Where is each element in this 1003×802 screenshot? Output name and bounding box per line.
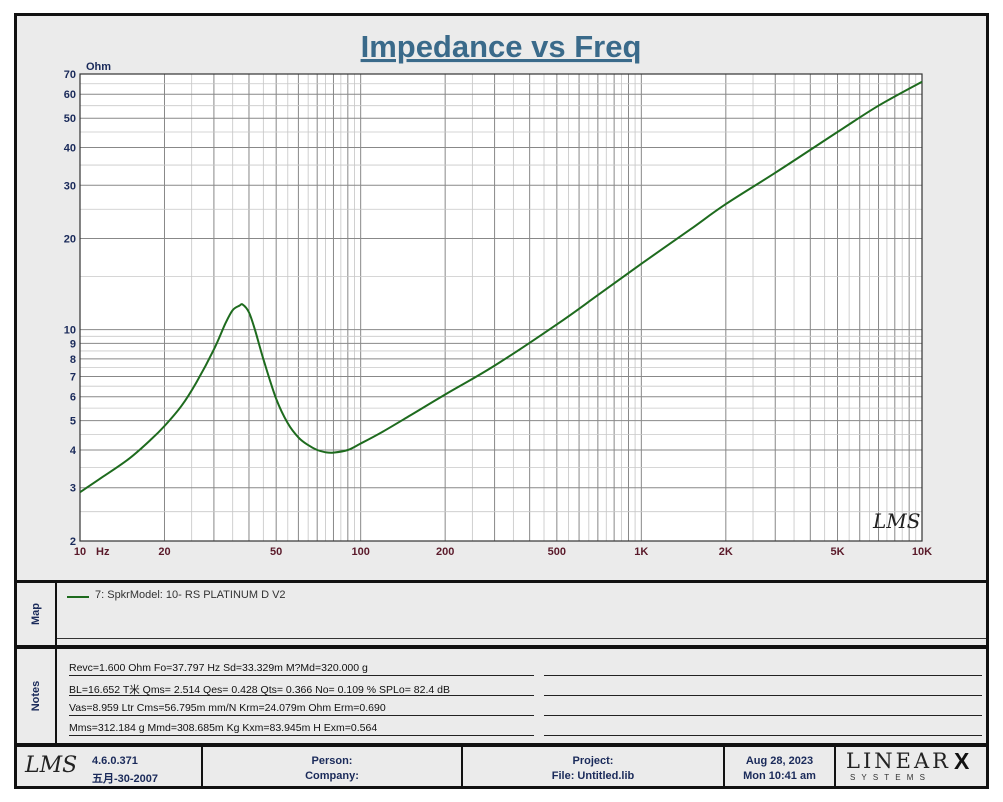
y-tick-label: 20 — [64, 234, 76, 246]
footer-project-cell: Project: File: Untitled.lib — [463, 747, 725, 786]
x-tick-label: 20 — [158, 546, 170, 558]
impedance-curve — [79, 80, 923, 494]
footer-bar: LMS 4.6.0.371 五月-30-2007 Person: Company… — [14, 744, 989, 789]
brand-x: X — [954, 748, 970, 774]
y-tick-label: 40 — [64, 143, 76, 155]
y-tick-label: 8 — [70, 354, 76, 366]
notes-panel: Notes Revc=1.600 Ohm Fo=37.797 Hz Sd=33.… — [14, 646, 989, 746]
y-tick-label: 30 — [64, 180, 76, 192]
project-label: Project: — [572, 755, 614, 767]
person-label: Person: — [311, 755, 353, 767]
note-rule — [544, 715, 982, 716]
lms-watermark: LMS — [872, 509, 920, 533]
y-tick-label: 10 — [64, 325, 76, 337]
linearx-logo: LINEAR X S Y S T E M S — [836, 747, 986, 786]
y-tick-label: 7 — [70, 371, 76, 383]
note-rule — [69, 675, 534, 676]
note-rule — [544, 735, 982, 736]
note-rule — [69, 695, 534, 696]
y-tick-label: 6 — [70, 392, 76, 404]
version-date: 五月-30-2007 — [92, 773, 159, 785]
y-tick-label: 2 — [70, 536, 76, 548]
legend-swatch — [67, 596, 89, 598]
company-label: Company: — [305, 770, 359, 782]
y-tick-label: 50 — [64, 113, 76, 125]
footer-date: Aug 28, 2023 — [745, 755, 814, 767]
x-tick-label: 10 — [74, 546, 86, 558]
plot-border — [79, 73, 923, 542]
x-tick-label: 100 — [351, 546, 369, 558]
x-tick-label: 2K — [719, 546, 733, 558]
map-panel: Map 7: SpkrModel: 10- RS PLATINUM D V2 — [14, 580, 989, 648]
brand-subtitle: S Y S T E M S — [850, 773, 927, 782]
note-rule — [69, 715, 534, 716]
x-tick-label: 200 — [436, 546, 454, 558]
x-tick-label: 50 — [270, 546, 282, 558]
y-tick-label: 70 — [64, 69, 76, 81]
footer-version-cell: LMS 4.6.0.371 五月-30-2007 — [17, 747, 203, 786]
file-label: File: Untitled.lib — [551, 770, 635, 782]
y-tick-label: 9 — [70, 338, 76, 350]
y-tick-label: 60 — [64, 89, 76, 101]
footer-time: Mon 10:41 am — [743, 770, 816, 782]
tick-labels: 10 20 50 100 200 500 1K 2K 5K 10K2345678910203040… — [64, 69, 932, 558]
y-tick-label: 4 — [70, 445, 77, 457]
impedance-chart: Impedance vs Freq Ohm 10 20 50 100 200 500 1K 2… — [64, 29, 932, 558]
note-line-2: BL=16.652 T米 Qms= 2.514 Qes= 0.428 Qts= … — [69, 684, 450, 696]
footer-date-cell: Aug 28, 2023 Mon 10:41 am — [725, 747, 836, 786]
x-tick-label: 5K — [830, 546, 844, 558]
x-tick-label: 500 — [548, 546, 566, 558]
note-rule — [544, 675, 982, 676]
brand-name: LINEAR — [846, 749, 951, 773]
x-axis-unit: Hz — [96, 546, 110, 558]
note-line-1: Revc=1.600 Ohm Fo=37.797 Hz Sd=33.329m M… — [69, 662, 368, 674]
x-tick-label: 1K — [634, 546, 648, 558]
footer-person-cell: Person: Company: — [203, 747, 463, 786]
chart-title: Impedance vs Freq — [361, 29, 642, 64]
note-rule — [69, 735, 534, 736]
x-tick-label: 10K — [912, 546, 932, 558]
note-rule — [544, 695, 982, 696]
notes-side-label: Notes — [17, 649, 57, 743]
map-side-label: Map — [17, 583, 57, 645]
series — [79, 80, 923, 494]
y-tick-label: 5 — [70, 416, 76, 428]
note-line-4: Mms=312.184 g Mmd=308.685m Kg Kxm=83.945… — [69, 722, 378, 734]
y-tick-label: 3 — [70, 483, 76, 495]
note-line-3: Vas=8.959 Ltr Cms=56.795m mm/N Krm=24.07… — [69, 702, 386, 714]
y-axis-unit: Ohm — [86, 61, 111, 73]
version-number: 4.6.0.371 — [92, 755, 138, 767]
plot-area — [80, 74, 922, 541]
grid — [79, 73, 923, 542]
legend-area: 7: SpkrModel: 10- RS PLATINUM D V2 — [57, 583, 986, 639]
legend-entry: 7: SpkrModel: 10- RS PLATINUM D V2 — [95, 589, 286, 601]
lms-logo: LMS — [25, 753, 78, 778]
